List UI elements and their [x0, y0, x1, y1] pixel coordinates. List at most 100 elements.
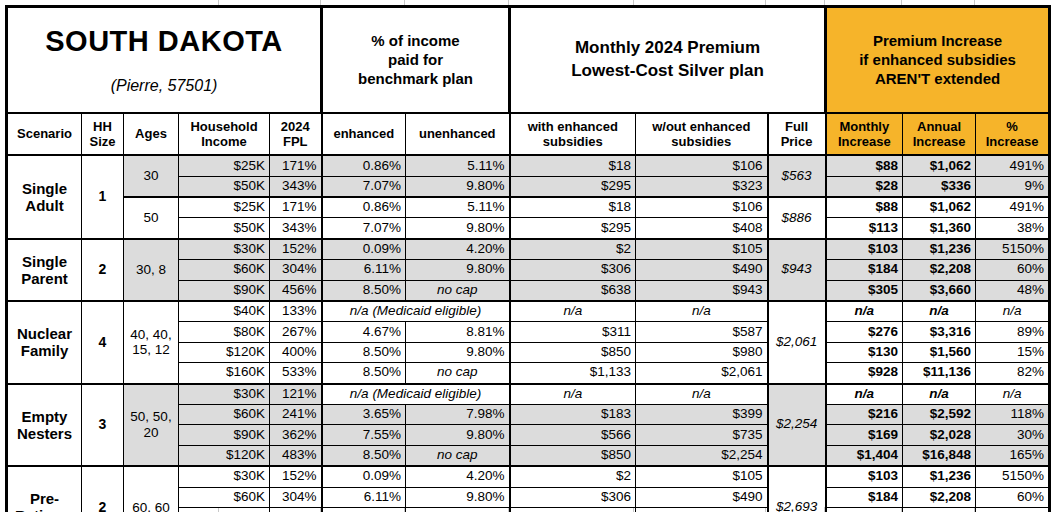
table-row: 50$25K171%0.86%5.11%$18$106$886$88$1,062… [7, 197, 1050, 218]
cell-fpl: 121% [270, 384, 322, 405]
cell-unenhanced: 8.81% [406, 322, 510, 342]
cell-medicaid-note: n/a (Medicaid eligible) [322, 384, 510, 405]
cell-annual-increase: $1,360 [903, 218, 976, 239]
cell-scenario: Empty Nesters [7, 384, 82, 467]
cell-fpl: 171% [270, 155, 322, 176]
cell-monthly-increase: $184 [826, 487, 903, 507]
cell-household-income: $30K [179, 466, 270, 487]
cell-unenhanced: 9.80% [406, 342, 510, 362]
cell-pct-increase: 5150% [976, 239, 1050, 260]
cell-full-price: $943 [768, 239, 826, 301]
column-header-row: Scenario HH Size Ages Household Income 2… [7, 113, 1050, 155]
cell-pct-increase: 118% [976, 404, 1050, 424]
cell-fpl: 241% [270, 404, 322, 424]
cell-pct-increase: n/a [976, 301, 1050, 322]
cell-with-subsidies: $183 [510, 404, 636, 424]
cell-scenario: Pre- Retirees [7, 466, 82, 512]
cell-fpl: 304% [270, 487, 322, 507]
cell-full-price: $2,693 [768, 466, 826, 512]
cell-unenhanced: 4.20% [406, 239, 510, 260]
cell-monthly-increase: $216 [826, 404, 903, 424]
cell-household-income: $50K [179, 176, 270, 197]
cell-monthly-increase: $305 [826, 280, 903, 301]
cell-ages: 30, 8 [124, 239, 179, 301]
cell-pct-increase: 60% [976, 487, 1050, 507]
cell-unenhanced: 9.80% [406, 425, 510, 445]
cell-unenhanced: 9.80% [406, 260, 510, 280]
cell-unenhanced: 9.80% [406, 176, 510, 197]
cell-enhanced: 8.50% [322, 280, 406, 301]
cell-monthly-increase: $103 [826, 466, 903, 487]
cell-pct-increase: 322% [976, 507, 1050, 512]
cell-without-subsidies: n/a [636, 384, 768, 405]
cell-household-income: $90K [179, 425, 270, 445]
cell-with-subsidies: $566 [510, 425, 636, 445]
premium-table: SOUTH DAKOTA (Pierre, 57501) % of income… [5, 5, 1051, 512]
cell-unenhanced: no cap [406, 445, 510, 466]
cell-hh-size: 4 [82, 301, 124, 384]
cell-household-income: $90K [179, 507, 270, 512]
cell-fpl: 133% [270, 301, 322, 322]
cell-with-subsidies: $850 [510, 342, 636, 362]
cell-without-subsidies: $105 [636, 466, 768, 487]
cell-enhanced: 7.07% [322, 176, 406, 197]
cell-annual-increase: $1,236 [903, 466, 976, 487]
cell-household-income: $30K [179, 384, 270, 405]
cell-without-subsidies: $408 [636, 218, 768, 239]
cell-unenhanced: 5.11% [406, 155, 510, 176]
cell-with-subsidies: $18 [510, 155, 636, 176]
cell-full-price: $2,254 [768, 384, 826, 467]
cell-household-income: $90K [179, 280, 270, 301]
cell-fpl: 456% [270, 507, 322, 512]
cell-ages: 40, 40, 15, 12 [124, 301, 179, 384]
cell-without-subsidies: n/a [636, 301, 768, 322]
cell-scenario: Single Adult [7, 155, 82, 239]
cell-with-subsidies: $850 [510, 445, 636, 466]
cell-pct-increase: n/a [976, 384, 1050, 405]
cell-pct-increase: 15% [976, 342, 1050, 362]
cell-enhanced: 0.09% [322, 239, 406, 260]
cell-with-subsidies: $18 [510, 197, 636, 218]
cell-household-income: $120K [179, 342, 270, 362]
cell-fpl: 304% [270, 260, 322, 280]
cell-with-subsidies: $311 [510, 322, 636, 342]
cell-full-price: $2,061 [768, 301, 826, 384]
cell-with-subsidies: n/a [510, 384, 636, 405]
cell-annual-increase: $1,062 [903, 197, 976, 218]
cell-enhanced: 4.67% [322, 322, 406, 342]
cell-full-price: $886 [768, 197, 826, 239]
cell-with-subsidies: $638 [510, 507, 636, 512]
cell-with-subsidies: n/a [510, 301, 636, 322]
cell-monthly-increase: $169 [826, 425, 903, 445]
cell-hh-size: 1 [82, 155, 124, 239]
col-header-ages: Ages [124, 113, 179, 155]
cell-fpl: 400% [270, 342, 322, 362]
cell-monthly-increase: $276 [826, 322, 903, 342]
cell-pct-increase: 5150% [976, 466, 1050, 487]
cell-annual-increase: $1,062 [903, 155, 976, 176]
cell-with-subsidies: $2 [510, 466, 636, 487]
cell-fpl: 533% [270, 363, 322, 384]
cell-pct-increase: 491% [976, 155, 1050, 176]
spreadsheet-canvas: SOUTH DAKOTA (Pierre, 57501) % of income… [0, 0, 1053, 512]
band-premium-increase: Premium Increase if enhanced subsidies A… [826, 7, 1050, 114]
table-row: Single Adult130$25K171%0.86%5.11%$18$106… [7, 155, 1050, 176]
cell-monthly-increase: $2,055 [826, 507, 903, 512]
cell-enhanced: 8.50% [322, 363, 406, 384]
cell-annual-increase: $2,028 [903, 425, 976, 445]
cell-enhanced: 3.65% [322, 404, 406, 424]
cell-with-subsidies: $295 [510, 218, 636, 239]
cell-unenhanced: 4.20% [406, 466, 510, 487]
cell-without-subsidies: $2,254 [636, 445, 768, 466]
cell-medicaid-note: n/a (Medicaid eligible) [322, 301, 510, 322]
cell-household-income: $25K [179, 197, 270, 218]
cell-pct-increase: 9% [976, 176, 1050, 197]
col-header-with-subsidies: with enhanced subsidies [510, 113, 636, 155]
cell-monthly-increase: $1,404 [826, 445, 903, 466]
cell-household-income: $40K [179, 301, 270, 322]
cell-household-income: $60K [179, 487, 270, 507]
cell-annual-increase: $24,660 [903, 507, 976, 512]
cell-pct-increase: 48% [976, 280, 1050, 301]
cell-without-subsidies: $105 [636, 239, 768, 260]
cell-enhanced: 0.86% [322, 197, 406, 218]
